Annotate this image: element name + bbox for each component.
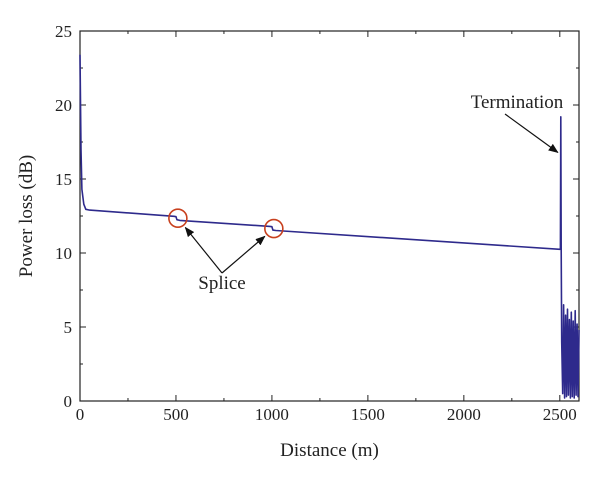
splice-arrow-1 <box>184 226 223 274</box>
y-tick-label: 15 <box>55 170 72 189</box>
axis-ticks <box>79 30 579 402</box>
termination-annotation-label: Termination <box>471 92 564 113</box>
y-tick-label: 25 <box>55 22 72 41</box>
y-tick-label: 20 <box>55 96 72 115</box>
x-axis-label: Distance (m) <box>280 440 379 461</box>
y-tick-label: 10 <box>55 244 72 263</box>
series-group <box>79 54 580 399</box>
x-tick-label: 2000 <box>447 405 481 424</box>
x-tick-label: 0 <box>76 405 85 424</box>
series-line-0 <box>79 54 580 399</box>
splice-annotation-label: Splice <box>198 273 246 294</box>
y-axis-label: Power loss (dB) <box>16 155 37 277</box>
splice-arrow-2 <box>221 235 266 274</box>
x-tick-label: 1500 <box>351 405 385 424</box>
splice-circle-1 <box>168 208 188 229</box>
x-tick-label: 500 <box>163 405 189 424</box>
splice-circle-2 <box>264 218 284 239</box>
x-tick-label: 2500 <box>543 405 577 424</box>
splice-highlight-circles <box>168 208 284 239</box>
termination-arrow <box>504 113 559 153</box>
y-tick-label: 0 <box>64 392 73 411</box>
x-tick-label: 1000 <box>255 405 289 424</box>
axis-tick-labels: 0 500 1000 1500 2000 2500 0 5 10 15 20 25 <box>55 22 577 424</box>
plot-frame <box>79 30 580 402</box>
annotation-arrows <box>184 113 559 274</box>
y-tick-label: 5 <box>64 318 73 337</box>
